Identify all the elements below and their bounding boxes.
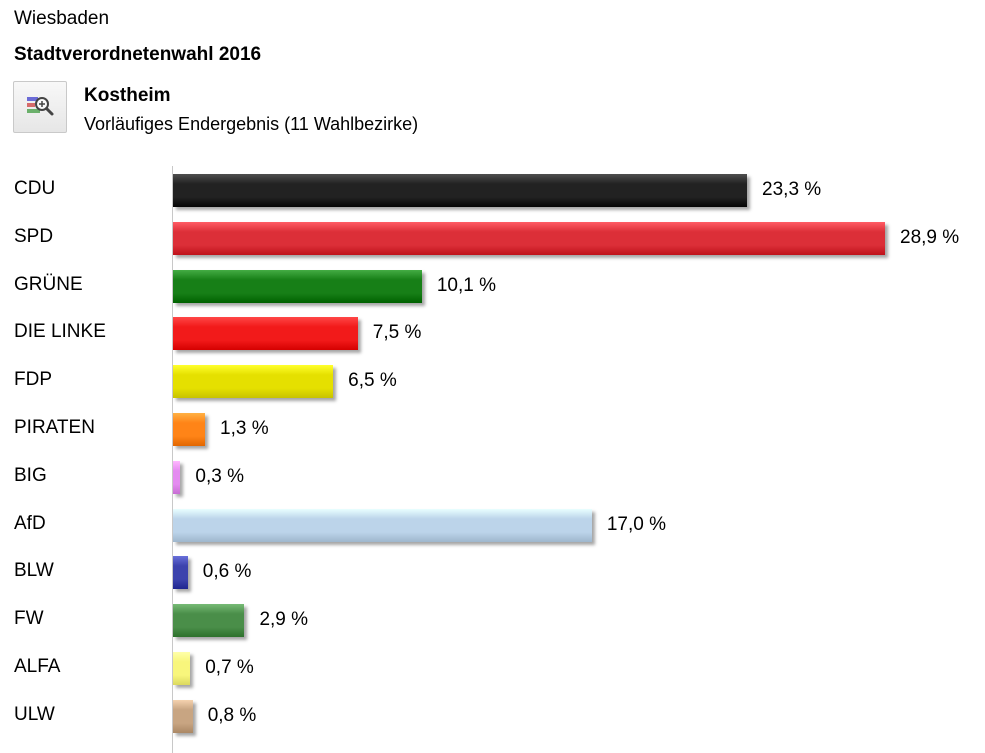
bar-chart: CDU 23,3 % SPD 28,9 % GRÜNE 10,1 % DIE LINKE 7,… [0,160,985,753]
value-label: 0,8 % [207,704,257,726]
bar-row: FW 2,9 % [0,590,985,638]
bar-row: AfD 17,0 % [0,495,985,543]
category-label: BIG [14,464,47,486]
value-label: 28,9 % [900,226,960,248]
value-label: 23,3 % [762,179,822,200]
category-label: GRÜNE [14,273,83,295]
city-title: Wiesbaden [14,8,110,29]
bar [173,460,181,494]
category-label: AfD [14,512,46,534]
bar [173,317,358,351]
bar [173,652,191,685]
bar-row: ALFA 0,7 % [0,638,985,686]
bar [173,604,245,638]
bar [173,413,206,446]
category-label: PIRATEN [14,417,95,438]
bar [173,269,422,303]
bar-row: DIE LINKE 7,5 % [0,303,985,351]
value-label: 0,6 % [202,561,252,583]
category-label: ALFA [14,656,61,677]
bar [173,699,193,733]
category-label: FW [14,608,44,630]
zoom-chart-icon [25,93,55,122]
election-title: Stadtverordnetenwahl 2016 [14,44,262,65]
bar-row: PIRATEN 1,3 % [0,399,985,447]
bar [173,508,592,542]
value-label: 10,1 % [436,274,496,296]
bar [173,365,334,399]
bar [173,221,885,255]
value-label: 7,5 % [372,322,422,344]
district-name: Kostheim [84,85,171,106]
bar-row: BLW 0,6 % [0,542,985,590]
category-label: DIE LINKE [14,321,106,343]
result-status: Vorläufiges Endergebnis (11 Wahlbezirke) [84,114,419,134]
value-label: 17,0 % [606,513,666,535]
bar-row: GRÜNE 10,1 % [0,256,985,304]
category-label: CDU [14,178,56,199]
value-label: 1,3 % [220,418,269,439]
bar-row: SPD 28,9 % [0,208,985,256]
bar-row: ULW 0,8 % [0,686,985,734]
category-label: FDP [14,369,52,391]
chart-axis-line [172,166,173,753]
bar-row: CDU 23,3 % [0,160,985,208]
bar-row: BIG 0,3 % [0,447,985,495]
bar [173,174,748,207]
category-label: BLW [14,560,54,582]
bar [173,556,188,590]
value-label: 6,5 % [348,370,397,392]
bar-row: FDP 6,5 % [0,351,985,399]
category-label: SPD [14,225,54,247]
category-label: ULW [14,703,55,725]
zoom-chart-button[interactable] [13,81,67,133]
value-label: 0,7 % [205,657,254,678]
value-label: 0,3 % [195,465,244,487]
value-label: 2,9 % [259,609,309,631]
